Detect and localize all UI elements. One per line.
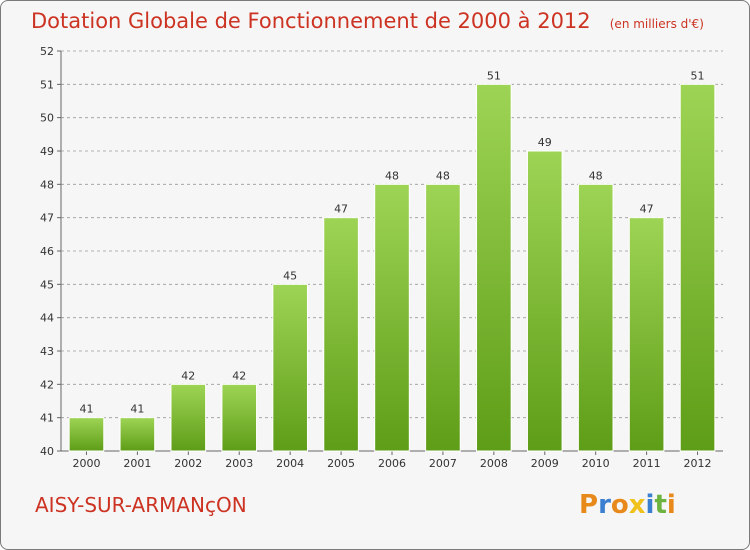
data-label: 51 <box>691 69 705 82</box>
data-label: 48 <box>385 169 399 182</box>
bar-2004 <box>272 283 308 452</box>
y-tick-label: 42 <box>40 378 54 391</box>
logo-letter: o <box>610 490 629 520</box>
data-label: 48 <box>436 169 450 182</box>
x-tick-label: 2002 <box>174 457 202 470</box>
data-labels: 41 41 42 42 45 47 48 48 51 49 48 47 51 <box>79 69 704 415</box>
logo-letter: x <box>628 490 646 520</box>
chart-subtitle: (en milliers d'€) <box>609 17 704 31</box>
data-label: 45 <box>283 269 297 282</box>
x-tick-label: 2001 <box>123 457 151 470</box>
y-tick-label: 43 <box>40 345 54 358</box>
y-tick-label: 46 <box>40 245 54 258</box>
y-tick-label: 45 <box>40 278 54 291</box>
x-tick-label: 2009 <box>531 457 559 470</box>
y-tick-label: 51 <box>40 78 54 91</box>
data-label: 47 <box>640 203 654 216</box>
x-tick-label: 2007 <box>429 457 457 470</box>
data-label: 48 <box>589 169 603 182</box>
x-tick-label: 2008 <box>480 457 508 470</box>
x-tick-labels: 2000 2001 2002 2003 2004 2005 2006 2007 2008 2009… <box>72 457 711 470</box>
y-tick-label: 48 <box>40 178 54 191</box>
logo-letter: i <box>666 490 676 520</box>
bar-2012 <box>679 83 716 452</box>
chart-title: Dotation Globale de Fonctionnement de 20… <box>31 9 591 33</box>
y-tick-labels: 40 41 42 43 44 45 46 47 48 49 50 51 52 <box>40 45 54 458</box>
title-block: Dotation Globale de Fonctionnement de 20… <box>31 9 704 33</box>
data-label: 47 <box>334 203 348 216</box>
y-tick-label: 49 <box>40 145 54 158</box>
x-tick-label: 2006 <box>378 457 406 470</box>
bar-2010 <box>577 183 614 452</box>
y-tick-label: 44 <box>40 312 54 325</box>
data-label: 41 <box>130 403 144 416</box>
logo-letter: r <box>598 490 611 520</box>
x-tick-label: 2003 <box>225 457 253 470</box>
x-tick-label: 2005 <box>327 457 355 470</box>
logo-letter: t <box>654 490 667 520</box>
logo-letter: i <box>645 490 655 520</box>
y-tick-label: 41 <box>40 412 54 425</box>
bar-2006 <box>374 183 410 452</box>
x-tick-label: 2011 <box>633 457 661 470</box>
bar-2001 <box>119 417 156 452</box>
bar-2007 <box>425 183 461 452</box>
y-tick-label: 40 <box>40 445 54 458</box>
x-tick-label: 2000 <box>72 457 100 470</box>
logo-letter: P <box>579 490 599 520</box>
bar-2003 <box>221 383 258 452</box>
bars <box>68 83 716 452</box>
bar-2008 <box>476 83 512 452</box>
bar-2011 <box>628 217 665 452</box>
commune-name: AISY-SUR-ARMANçON <box>35 493 247 517</box>
data-label: 42 <box>232 369 246 382</box>
data-label: 41 <box>79 403 93 416</box>
bar-2002 <box>170 383 207 452</box>
bar-2000 <box>68 417 105 452</box>
data-label: 42 <box>181 369 195 382</box>
x-tick-label: 2012 <box>684 457 712 470</box>
y-tick-label: 47 <box>40 212 54 225</box>
y-tick-label: 50 <box>40 112 54 125</box>
proxiti-logo: Proxiti <box>579 490 676 520</box>
x-tick-label: 2004 <box>276 457 304 470</box>
bar-2009 <box>526 150 563 452</box>
data-label: 51 <box>487 69 501 82</box>
y-tick-label: 52 <box>40 45 54 58</box>
data-label: 49 <box>538 136 552 149</box>
x-tick-label: 2010 <box>582 457 610 470</box>
bar-2005 <box>323 217 359 452</box>
